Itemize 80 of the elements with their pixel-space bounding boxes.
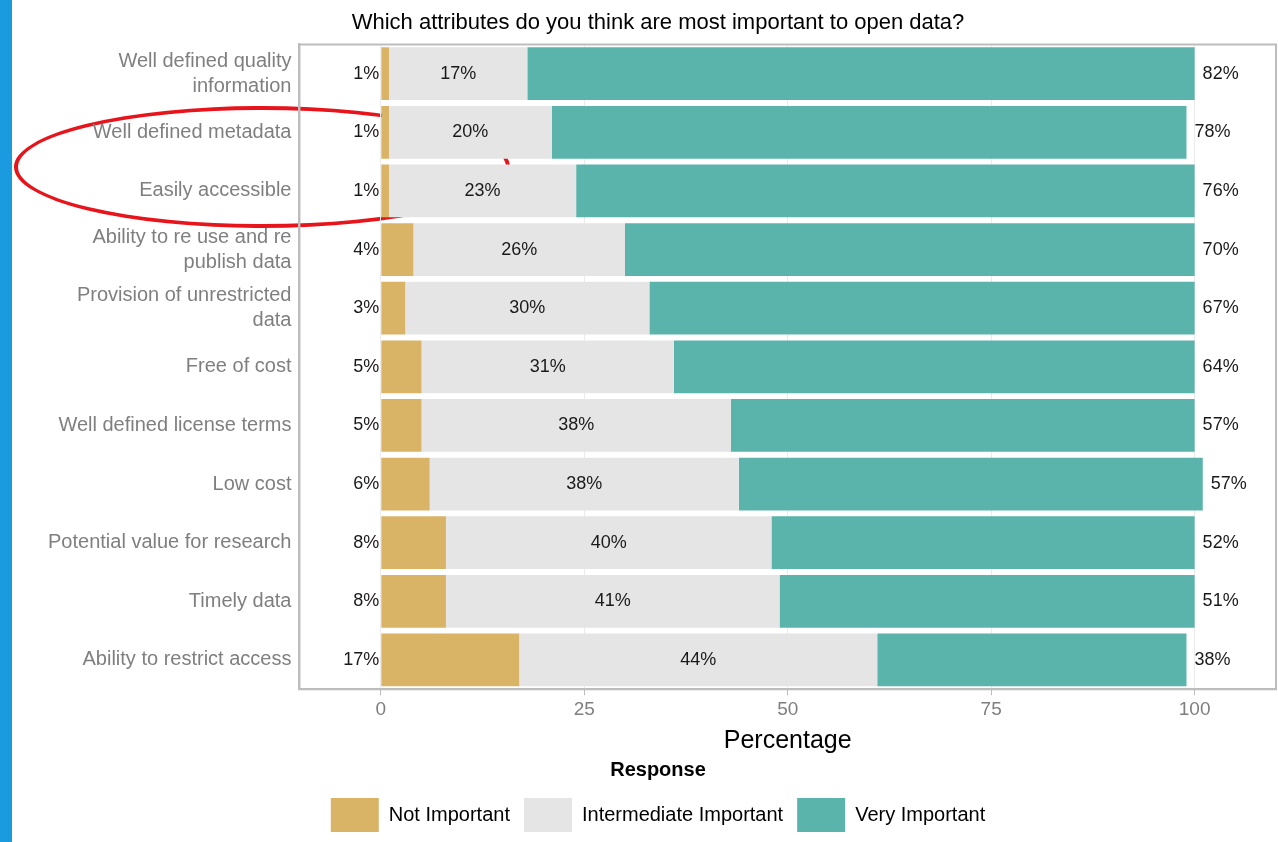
bar (771, 516, 1195, 570)
bar (738, 457, 1203, 511)
bar (576, 164, 1195, 218)
data-label: 57% (1210, 473, 1247, 494)
bar (381, 340, 422, 394)
data-label: 1% (353, 62, 380, 83)
legend-label: Very Important (855, 802, 986, 825)
bar (730, 399, 1195, 452)
bar (381, 105, 389, 159)
data-label: 44% (680, 648, 717, 669)
x-tick-label: 0 (375, 697, 387, 719)
data-label: 51% (1202, 590, 1239, 611)
bar (381, 399, 422, 452)
data-label: 38% (1194, 648, 1231, 669)
data-label: 17% (343, 648, 380, 669)
data-label: 1% (353, 179, 380, 200)
bar (527, 47, 1195, 101)
bar (649, 281, 1195, 335)
data-label: 4% (353, 238, 380, 259)
y-tick-label: Ability to re use and re publish data (92, 224, 293, 272)
data-label: 40% (590, 531, 627, 552)
data-label: 38% (558, 414, 595, 435)
y-tick-label: Well defined metadata (92, 119, 293, 142)
data-label: 20% (452, 121, 489, 142)
y-tick-label: Easily accessible (139, 178, 292, 201)
data-label: 76% (1202, 179, 1239, 200)
bar (388, 47, 528, 101)
data-label: 8% (353, 531, 380, 552)
legend-title: Response (610, 757, 706, 780)
data-label: 6% (353, 473, 380, 494)
data-label: 52% (1202, 531, 1239, 552)
data-label: 5% (353, 355, 380, 376)
bar (673, 340, 1195, 394)
x-axis-title: Percentage (723, 724, 852, 753)
bar (877, 633, 1187, 687)
y-tick-label: Well defined quality information (118, 48, 292, 96)
data-label: 41% (594, 590, 631, 611)
bar (381, 164, 389, 218)
data-label: 17% (440, 62, 477, 83)
bar (381, 223, 414, 276)
legend-label: Not Important (388, 802, 511, 825)
data-label: 70% (1202, 238, 1239, 259)
data-label: 1% (353, 121, 380, 142)
data-label: 57% (1202, 414, 1239, 435)
bar (551, 105, 1187, 159)
bar (381, 47, 389, 101)
legend-label: Intermediate Important (581, 802, 784, 825)
data-label: 8% (353, 590, 380, 611)
bar (381, 633, 520, 687)
y-tick-label: Free of cost (185, 354, 292, 377)
bar (779, 574, 1195, 628)
data-label: 23% (464, 179, 501, 200)
data-label: 5% (353, 414, 380, 435)
data-label: 82% (1202, 62, 1239, 83)
bar (624, 223, 1195, 276)
x-tick-label: 100 (1178, 697, 1211, 719)
y-tick-label: Potential value for research (48, 530, 292, 553)
x-tick-label: 25 (573, 697, 595, 719)
chart-title: Which attributes do you think are most important to open data? (351, 9, 965, 35)
x-tick-label: 50 (777, 697, 799, 719)
bar (388, 105, 552, 159)
data-label: 30% (509, 297, 546, 318)
data-label: 31% (529, 355, 566, 376)
bar (388, 164, 577, 218)
bar (381, 457, 430, 511)
bar (381, 281, 406, 335)
data-label: 38% (566, 473, 603, 494)
data-label: 26% (501, 238, 538, 259)
bar (381, 574, 446, 628)
x-tick-label: 75 (980, 697, 1002, 719)
y-tick-label: Well defined license terms (58, 412, 292, 435)
data-label: 78% (1194, 121, 1231, 142)
bar (381, 516, 446, 570)
y-tick-label: Low cost (212, 471, 292, 494)
data-label: 64% (1202, 355, 1239, 376)
data-label: 67% (1202, 297, 1239, 318)
y-tick-label: Timely data (188, 588, 293, 611)
y-tick-label: Ability to restrict access (82, 647, 292, 670)
y-tick-label: Provision of unrestricted data (76, 283, 293, 331)
data-label: 3% (353, 297, 380, 318)
